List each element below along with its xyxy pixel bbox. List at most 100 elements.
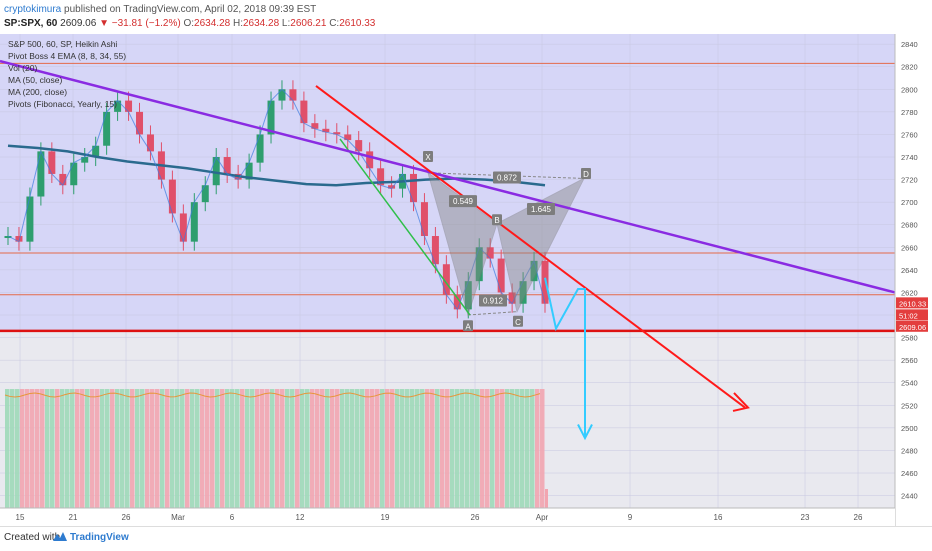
pattern-ratio-label: 0.872 (497, 173, 518, 182)
candle-body (92, 145, 100, 158)
pattern-point-b-box (492, 214, 502, 226)
candle-body (103, 111, 111, 146)
close-value: 2610.33 (339, 18, 376, 29)
y-tick-label: 2820 (901, 63, 918, 72)
x-tick-label: 16 (714, 513, 723, 522)
chart-drawings[interactable] (0, 59, 896, 441)
volume-bar (65, 389, 70, 508)
volume-bar (470, 389, 475, 508)
volume-bar (190, 389, 195, 508)
volume-bar (135, 389, 140, 508)
downtrend-line (315, 85, 746, 409)
projection-path (544, 277, 586, 436)
volume-bar (70, 389, 75, 508)
candle-body (453, 294, 461, 310)
open-label: O: (183, 18, 195, 29)
quote-line: SP:SPX, 60 2609.06 ▼ −31.81 (−1.2%) O:26… (4, 18, 375, 29)
volume-bar (75, 389, 80, 508)
volume-bar (540, 389, 545, 508)
volume-bar (165, 389, 170, 508)
price-axis[interactable]: 2440246024802500252025402560258026002620… (894, 34, 932, 526)
legend-item: MA (50, close) (8, 75, 62, 85)
y-tick-label: 2520 (901, 401, 918, 410)
y-tick-label: 2620 (901, 288, 918, 297)
volume-bar (315, 389, 320, 508)
volume-bar (50, 389, 55, 508)
volume-bar (245, 389, 250, 508)
x-tick-label: 23 (801, 513, 810, 522)
pattern-ratio-box (527, 203, 555, 216)
tradingview-brand[interactable]: TradingView (70, 532, 129, 543)
volume-bar (390, 389, 395, 508)
volume-bar (40, 389, 45, 508)
candle-body (70, 162, 78, 186)
pattern-ratio-box (449, 195, 477, 208)
pattern-point-d: D (583, 170, 589, 179)
volume-bar (130, 389, 135, 508)
volume-bar (455, 389, 460, 508)
price-tag-box (896, 320, 928, 332)
volume-bar (260, 389, 265, 508)
candle-body (388, 185, 396, 189)
volume-bar (530, 389, 535, 508)
pattern-point-d-box (581, 167, 591, 179)
volume-bar (220, 389, 225, 508)
volume-bar (270, 389, 275, 508)
volume-bar (240, 389, 245, 508)
candle-body (366, 151, 374, 169)
time-axis[interactable]: 15 21 26 Mar 6 12 19 26 Apr 9 16 23 26 (0, 507, 895, 526)
candle-body (146, 134, 154, 152)
candle-body (519, 281, 527, 304)
volume-bar (310, 389, 315, 508)
pattern-point-x: X (425, 153, 431, 162)
green-trend-leg (339, 138, 471, 316)
x-tick-label: 6 (230, 513, 235, 522)
volume-bar (230, 389, 235, 508)
candle-body (497, 258, 505, 293)
x-tick-label: 26 (122, 513, 131, 522)
pattern-ratio-label: 0.912 (483, 296, 504, 305)
close-label: C: (329, 18, 340, 29)
candle-body (59, 173, 67, 186)
x-tick-label: Mar (171, 513, 185, 522)
volume-bar (515, 389, 520, 508)
author-link[interactable]: cryptokimura (4, 4, 62, 15)
volume-bar (420, 389, 425, 508)
volume-bar (485, 389, 490, 508)
volume-bar (375, 389, 380, 508)
candle-body (344, 134, 352, 141)
price-chart[interactable]: X A B C D 0.549 0.912 0.872 1.645 S&P 500, 60, S… (0, 34, 932, 526)
volume-bar (435, 389, 440, 508)
candle-body (355, 140, 363, 152)
volume-bar (510, 389, 515, 508)
y-tick-label: 2440 (901, 492, 918, 501)
low-label: L: (281, 18, 291, 29)
volume-bar (380, 389, 385, 508)
volume-bar (250, 389, 255, 508)
volume-bar (25, 389, 30, 508)
publish-info: cryptokimura published on TradingView.co… (4, 4, 316, 15)
candle-body (201, 185, 209, 203)
x-tick-label: Apr (536, 513, 549, 522)
volume-bar (360, 389, 365, 508)
volume-bar (225, 389, 230, 508)
legend-item: MA (200, close) (8, 87, 67, 97)
volume-bar (235, 389, 240, 508)
candle-body (409, 173, 417, 203)
volume-bar (280, 389, 285, 508)
candle-body (530, 260, 538, 282)
high-value: 2634.28 (242, 18, 280, 29)
volume-bar (450, 389, 455, 508)
chart-header: cryptokimura published on TradingView.co… (0, 0, 932, 34)
y-tick-label: 2700 (901, 198, 918, 207)
candle-body (223, 157, 231, 174)
candle-body (377, 168, 385, 186)
candle-body (114, 100, 122, 112)
volume-bar (215, 389, 220, 508)
legend-item: S&P 500, 60, SP, Heikin Ashi (8, 39, 117, 49)
pattern-ratio-label: 0.549 (453, 197, 474, 206)
legend-item: Pivots (Fibonacci, Yearly, 15) (8, 99, 117, 109)
candle-body (179, 213, 187, 242)
volume-bar (275, 389, 280, 508)
y-tick-label: 2580 (901, 334, 918, 343)
